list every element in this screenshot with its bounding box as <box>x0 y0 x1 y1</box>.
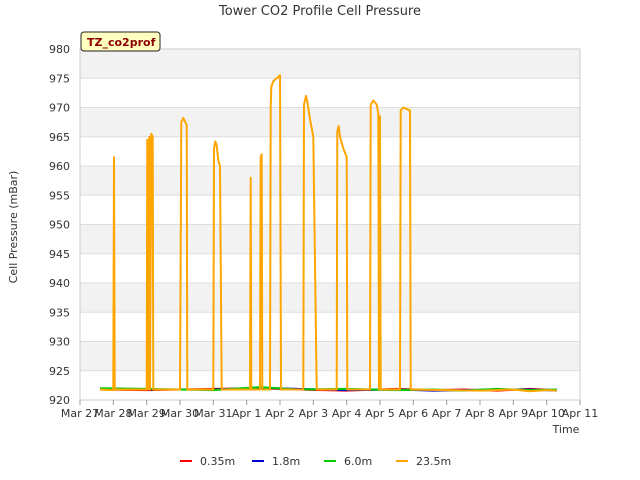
x-tick-label: Mar 27 <box>61 407 99 420</box>
series-line-23.5m <box>99 74 557 393</box>
plot-band <box>80 283 580 313</box>
site-badge-label: TZ_co2prof <box>87 36 156 49</box>
x-tick-label: Mar 29 <box>128 407 166 420</box>
y-tick-label: 965 <box>49 131 70 144</box>
x-tick-label: Apr 4 <box>332 407 362 420</box>
x-tick-label: Mar 28 <box>94 407 132 420</box>
x-tick-label: Apr 1 <box>232 407 262 420</box>
y-tick-label: 930 <box>49 336 70 349</box>
y-tick-label: 955 <box>49 189 70 202</box>
y-tick-label: 970 <box>49 102 70 115</box>
y-tick-label: 920 <box>49 394 70 407</box>
y-tick-label: 975 <box>49 72 70 85</box>
legend-label: 23.5m <box>416 455 451 468</box>
legend-label: 6.0m <box>344 455 372 468</box>
y-tick-label: 980 <box>49 43 70 56</box>
x-tick-label: Apr 3 <box>299 407 329 420</box>
plot-band <box>80 107 580 137</box>
chart-title: Tower CO2 Profile Cell Pressure <box>218 4 421 19</box>
x-tick-label: Apr 6 <box>399 407 429 420</box>
x-tick-label: Apr 2 <box>265 407 295 420</box>
plot-background <box>80 49 580 371</box>
legend-label: 0.35m <box>200 455 235 468</box>
plot-band <box>80 49 580 79</box>
y-axis-label: Cell Pressure (mBar) <box>7 171 20 284</box>
x-tick-label: Apr 8 <box>465 407 495 420</box>
y-tick-label: 925 <box>49 365 70 378</box>
y-axis-ticks: 920 925 930 935 940 945 950 955 960 965 970 975 980 <box>49 43 70 407</box>
x-axis-label: Time <box>552 423 580 436</box>
x-tick-label: Apr 11 <box>562 407 599 420</box>
x-tick-label: Mar 30 <box>161 407 199 420</box>
x-tick-label: Apr 7 <box>432 407 462 420</box>
plot-band <box>80 341 580 371</box>
plot-band <box>80 224 580 254</box>
series-lines <box>99 74 557 393</box>
y-tick-label: 960 <box>49 160 70 173</box>
y-tick-label: 935 <box>49 306 70 319</box>
x-tick-label: Mar 31 <box>194 407 232 420</box>
x-tick-label: Apr 9 <box>499 407 529 420</box>
x-tick-label: Apr 5 <box>365 407 395 420</box>
legend-label: 1.8m <box>272 455 300 468</box>
legend: 0.35m 1.8m 6.0m 23.5m <box>180 455 451 468</box>
plot-band <box>80 166 580 196</box>
x-tick-label: Apr 10 <box>528 407 565 420</box>
site-badge: TZ_co2prof <box>80 31 161 52</box>
y-tick-label: 950 <box>49 219 70 232</box>
plot-frame <box>79 48 581 401</box>
y-tick-label: 945 <box>49 248 70 261</box>
y-tick-label: 940 <box>49 277 70 290</box>
